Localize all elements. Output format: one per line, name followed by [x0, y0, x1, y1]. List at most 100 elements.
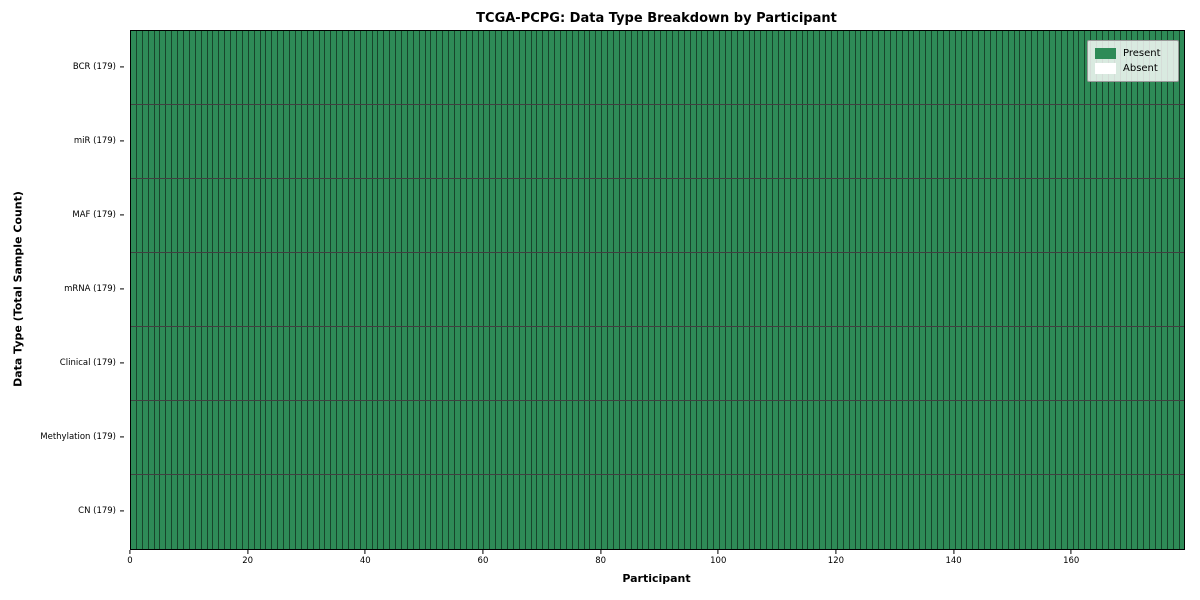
heatmap-cell	[437, 105, 444, 178]
heatmap-cell	[484, 401, 491, 474]
heatmap-cell	[985, 105, 992, 178]
heatmap-cell	[337, 105, 344, 178]
heatmap-cell	[572, 105, 579, 178]
heatmap-cell	[1173, 401, 1180, 474]
heatmap-cell	[354, 31, 361, 104]
heatmap-cell	[396, 475, 402, 549]
heatmap-cell	[814, 475, 821, 549]
heatmap-cell	[295, 327, 302, 400]
heatmap-cell	[690, 253, 697, 326]
heatmap-cell	[773, 401, 779, 474]
heatmap-cell	[213, 401, 220, 474]
heatmap-cell	[949, 31, 956, 104]
heatmap-cell	[808, 253, 815, 326]
heatmap-cell	[543, 253, 550, 326]
heatmap-cell	[708, 105, 715, 178]
heatmap-cell	[1061, 179, 1068, 252]
heatmap-cell	[584, 327, 591, 400]
heatmap-cell	[696, 105, 703, 178]
heatmap-cell	[543, 105, 550, 178]
heatmap-cell	[720, 401, 726, 474]
heatmap-cell	[743, 401, 750, 474]
heatmap-cell	[619, 253, 626, 326]
heatmap-cell	[413, 31, 420, 104]
heatmap-cell	[566, 253, 573, 326]
heatmap-cell	[855, 253, 862, 326]
heatmap-cell	[384, 105, 391, 178]
heatmap-cell	[407, 253, 414, 326]
heatmap-cell	[390, 105, 397, 178]
heatmap-cell	[431, 31, 438, 104]
heatmap-cell	[231, 401, 238, 474]
heatmap-cell	[378, 327, 385, 400]
heatmap-cell	[549, 253, 556, 326]
y-tick-mark	[120, 288, 124, 290]
heatmap-cell	[1091, 179, 1098, 252]
legend-label-absent: Absent	[1123, 63, 1158, 74]
heatmap-cell	[201, 31, 208, 104]
heatmap-cell	[643, 475, 650, 549]
heatmap-cell	[531, 179, 538, 252]
heatmap-cell	[814, 253, 821, 326]
heatmap-cell	[767, 475, 774, 549]
heatmap-cell	[1044, 475, 1050, 549]
heatmap-cell	[478, 179, 485, 252]
heatmap-cell	[690, 105, 697, 178]
heatmap-cell	[360, 179, 367, 252]
heatmap-cell	[1114, 179, 1121, 252]
heatmap-cell	[1032, 253, 1039, 326]
heatmap-cell	[166, 475, 173, 549]
heatmap-cell	[926, 401, 933, 474]
heatmap-cell	[649, 31, 656, 104]
heatmap-cell	[802, 31, 809, 104]
heatmap-cell	[213, 253, 220, 326]
heatmap-cell	[625, 475, 632, 549]
heatmap-cell	[319, 105, 326, 178]
heatmap-cell	[808, 327, 815, 400]
heatmap-cell	[1150, 105, 1156, 178]
heatmap-cell	[1020, 327, 1027, 400]
heatmap-cell	[885, 179, 891, 252]
heatmap-cell	[490, 475, 497, 549]
heatmap-cell	[743, 475, 750, 549]
heatmap-cell	[890, 105, 897, 178]
heatmap-cell	[195, 105, 202, 178]
heatmap-cell	[1085, 253, 1092, 326]
heatmap-cell	[184, 105, 190, 178]
heatmap-cell	[407, 327, 414, 400]
heatmap-cell	[991, 31, 997, 104]
heatmap-cell	[378, 401, 385, 474]
heatmap-cell	[608, 179, 615, 252]
heatmap-cell	[1102, 179, 1109, 252]
heatmap-cell	[820, 475, 827, 549]
heatmap-cell	[602, 105, 609, 178]
heatmap-cell	[991, 179, 997, 252]
heatmap-cell	[1155, 475, 1162, 549]
heatmap-cell	[366, 253, 373, 326]
heatmap-cell	[460, 327, 467, 400]
heatmap-cell	[885, 401, 891, 474]
heatmap-cell	[443, 31, 450, 104]
heatmap-cell	[778, 327, 785, 400]
heatmap-cell	[920, 401, 927, 474]
heatmap-cell	[784, 253, 791, 326]
heatmap-cell	[313, 327, 320, 400]
heatmap-cell	[1114, 327, 1121, 400]
heatmap-cell	[1126, 179, 1133, 252]
heatmap-cell	[725, 475, 732, 549]
y-tick-label: miR (179)	[73, 136, 116, 146]
heatmap-cell	[790, 401, 797, 474]
heatmap-cell	[867, 253, 874, 326]
heatmap-cell	[537, 327, 544, 400]
heatmap-cell	[979, 327, 986, 400]
heatmap-cell	[354, 327, 361, 400]
heatmap-cell	[737, 31, 744, 104]
heatmap-cell	[849, 179, 856, 252]
heatmap-cell	[837, 327, 844, 400]
heatmap-cell	[313, 105, 320, 178]
heatmap-cell	[543, 327, 550, 400]
heatmap-cell	[460, 253, 467, 326]
heatmap-cell	[260, 327, 267, 400]
heatmap-cell	[1073, 179, 1080, 252]
heatmap-cell	[549, 475, 556, 549]
